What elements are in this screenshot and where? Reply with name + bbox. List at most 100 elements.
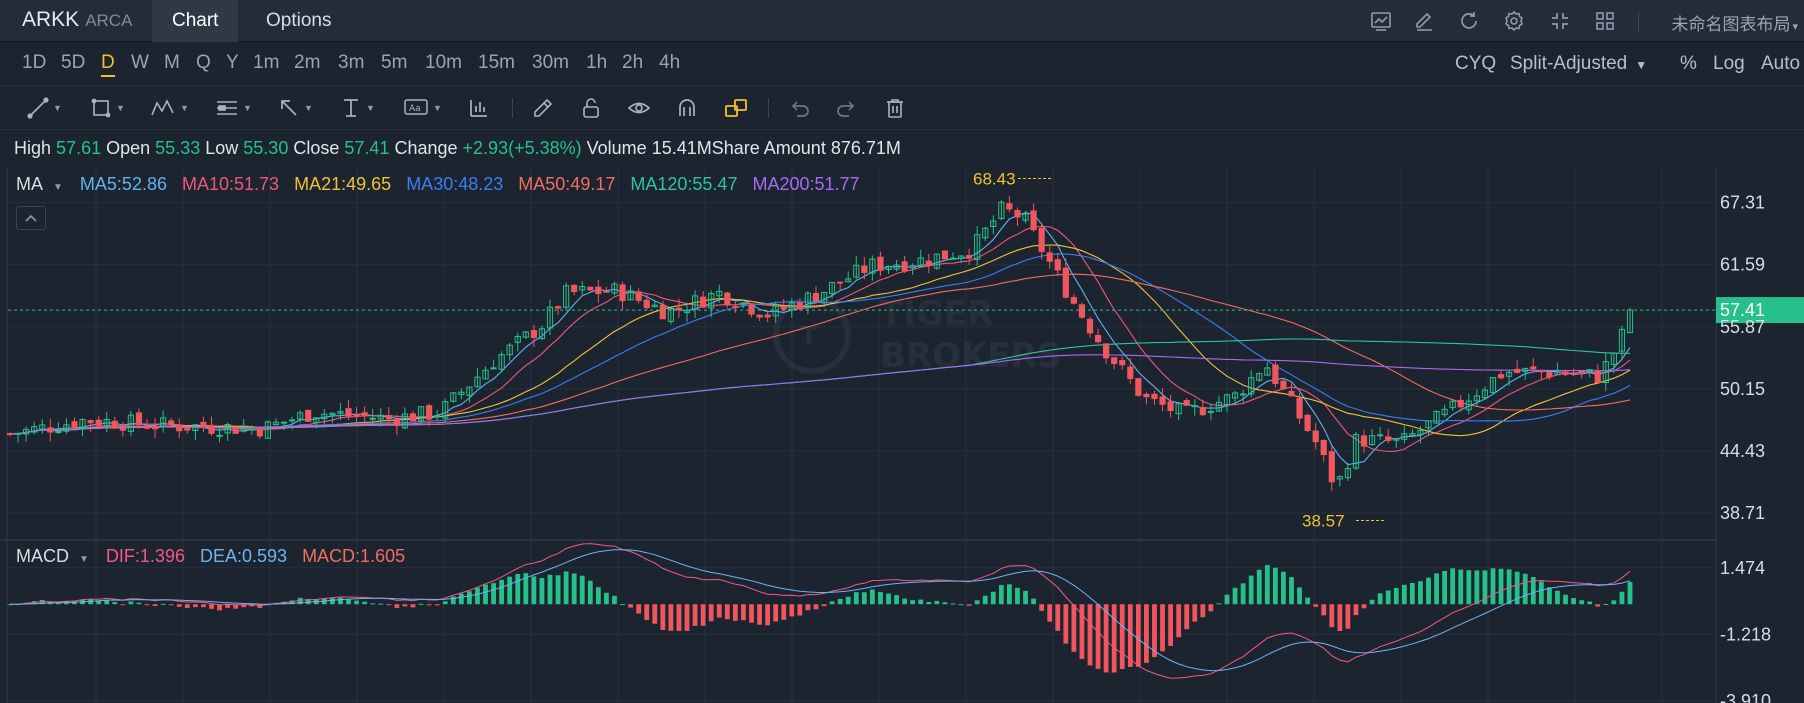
caret-down-icon[interactable]: ▼ <box>79 554 89 565</box>
candle-body <box>192 424 199 431</box>
candle-body <box>47 427 54 433</box>
period-5m[interactable]: 5m <box>381 52 408 73</box>
macd-histogram-bar <box>160 603 166 605</box>
arrow-tool[interactable]: ▼ <box>278 95 313 121</box>
period-d[interactable]: D <box>101 52 115 77</box>
adjust-select[interactable]: Split-Adjusted ▼ <box>1510 53 1647 75</box>
grid-layout-icon[interactable] <box>1591 7 1619 35</box>
macd-histogram-bar <box>894 595 899 605</box>
collapse-legend-button[interactable] <box>16 206 46 230</box>
pattern-tool[interactable]: ▼ <box>150 95 189 121</box>
period-10m[interactable]: 10m <box>425 52 462 73</box>
macd-histogram-bar <box>386 604 392 606</box>
ma200-value: MA200:51.77 <box>752 174 860 194</box>
cyq-toggle[interactable]: CYQ <box>1455 53 1497 74</box>
candle-body <box>1473 395 1480 402</box>
magnet-tool[interactable] <box>676 95 698 121</box>
macd-histogram-bar <box>201 604 206 608</box>
ma120-line <box>9 338 1630 435</box>
candle-body <box>804 292 812 308</box>
ma10-value: MA10:51.73 <box>182 174 280 194</box>
ma-legend[interactable]: MA ▼ MA5:52.86 MA10:51.73 MA21:49.65 MA30… <box>16 174 870 195</box>
macd-histogram-bar <box>724 604 730 620</box>
macd-histogram-bar <box>942 602 948 605</box>
link-shapes-tool[interactable] <box>724 95 748 121</box>
period-3m[interactable]: 3m <box>338 52 365 73</box>
candle-body <box>925 260 932 266</box>
macd-histogram-bar <box>362 601 368 605</box>
candle-body <box>216 434 223 437</box>
period-m[interactable]: M <box>164 52 180 73</box>
lock-tool[interactable] <box>580 95 602 121</box>
symbol-title[interactable]: ARKK ARCA <box>22 8 132 32</box>
candle-body <box>708 292 715 309</box>
delete-button[interactable] <box>884 95 906 121</box>
tab-options[interactable]: Options <box>266 10 332 31</box>
undo-button[interactable] <box>787 95 811 121</box>
candle-body <box>426 405 433 420</box>
candle-body <box>1038 227 1045 253</box>
candle-body <box>732 306 739 309</box>
pencil-tool[interactable] <box>532 95 554 121</box>
period-15m[interactable]: 15m <box>478 52 515 73</box>
period-q[interactable]: Q <box>196 52 211 73</box>
fullscreen-compress-icon[interactable] <box>1546 7 1574 35</box>
candle-body <box>538 328 546 339</box>
period-4h[interactable]: 4h <box>659 52 681 73</box>
period-w[interactable]: W <box>131 52 149 73</box>
period-2h[interactable]: 2h <box>622 52 644 73</box>
draw-pen-icon[interactable] <box>1410 7 1438 35</box>
chart-window-icon[interactable] <box>1367 7 1395 35</box>
period-1m[interactable]: 1m <box>253 52 280 73</box>
percent-toggle[interactable]: % <box>1680 53 1697 74</box>
layout-name-dropdown[interactable]: 未命名图表布局 ▾ <box>1671 10 1798 35</box>
caret-down-icon: ▼ <box>1635 58 1648 72</box>
macd-histogram-bar <box>958 604 964 606</box>
macd-legend[interactable]: MACD ▼ DIF:1.396 DEA:0.593 MACD:1.605 <box>16 546 415 567</box>
candle-body <box>369 417 376 420</box>
symbol-exchange: ARCA <box>85 11 133 30</box>
price-tick-label: 67.31 <box>1720 193 1765 213</box>
annotation-tool[interactable]: Aa ▼ <box>403 95 442 121</box>
log-toggle[interactable]: Log <box>1713 53 1745 74</box>
indicator-tool[interactable] <box>468 95 490 121</box>
caret-down-icon[interactable]: ▼ <box>53 182 63 193</box>
candle-body <box>1344 468 1352 479</box>
period-1d[interactable]: 1D <box>22 52 47 73</box>
text-cursor-tool[interactable]: ▼ <box>340 95 375 121</box>
visibility-tool[interactable] <box>627 95 651 121</box>
refresh-icon[interactable] <box>1455 7 1483 35</box>
period-30m[interactable]: 30m <box>532 52 569 73</box>
ma-legend-title[interactable]: MA <box>16 174 43 194</box>
settings-gear-icon[interactable] <box>1500 7 1528 35</box>
period-5d[interactable]: 5D <box>61 52 86 73</box>
tab-chart[interactable]: Chart <box>152 0 239 42</box>
macd-histogram-bar <box>152 604 158 607</box>
period-y[interactable]: Y <box>226 52 239 73</box>
macd-histogram-bar <box>708 604 714 622</box>
macd-histogram-bar <box>652 604 658 624</box>
auto-toggle[interactable]: Auto <box>1761 53 1801 74</box>
candle-body <box>442 401 449 419</box>
fibonacci-tool[interactable]: ▼ <box>215 95 252 121</box>
candle-body <box>1086 318 1094 334</box>
macd-histogram-bar <box>1127 604 1133 668</box>
candle-body <box>377 414 384 420</box>
magnet-icon <box>679 99 695 116</box>
macd-histogram-bar <box>749 604 754 623</box>
candle-body <box>1393 438 1400 441</box>
macd-histogram-bar <box>1192 604 1198 622</box>
macd-histogram-bar <box>668 604 674 631</box>
redo-button[interactable] <box>835 95 859 121</box>
macd-histogram-bar <box>813 604 819 610</box>
period-2m[interactable]: 2m <box>294 52 321 73</box>
trend-line-tool[interactable]: ▼ <box>27 95 62 121</box>
price-chart[interactable]: T TIGER BROKERS 57.41 68.43 38.57 67.31 61.… <box>0 168 1804 703</box>
candle-body <box>1522 367 1529 372</box>
macd-histogram-bar <box>1305 597 1311 605</box>
period-1h[interactable]: 1h <box>586 52 608 73</box>
rectangle-tool[interactable]: ▼ <box>90 95 125 121</box>
candle-body <box>1578 370 1585 373</box>
candle-body <box>1465 400 1472 411</box>
macd-legend-title[interactable]: MACD <box>16 546 69 566</box>
